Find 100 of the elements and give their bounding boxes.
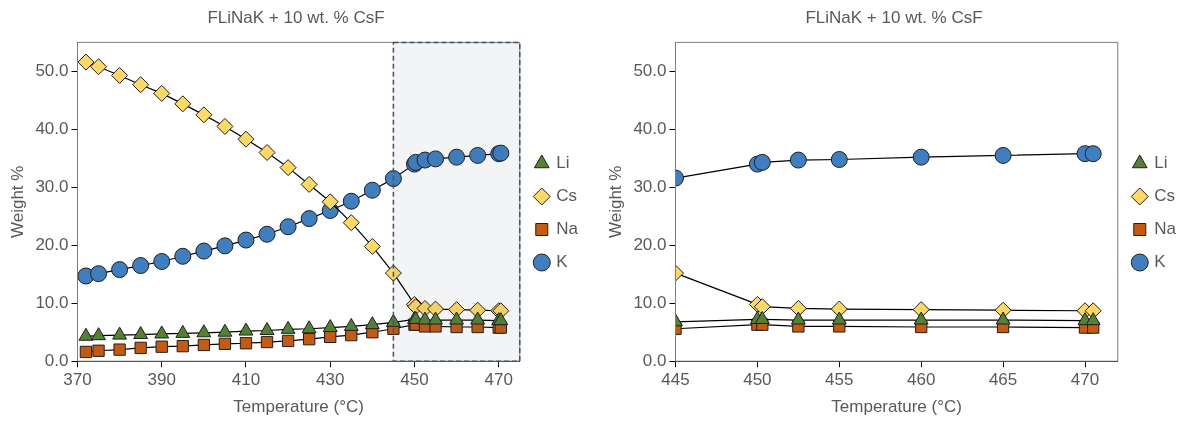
point <box>363 237 381 255</box>
y-tick-label: 20.0 <box>633 234 667 254</box>
legend-label: Cs <box>556 186 578 206</box>
point <box>111 261 129 279</box>
point <box>995 311 1011 325</box>
point <box>789 151 807 169</box>
legend-label: Li <box>556 153 570 173</box>
chart-title: FLiNaK + 10 wt. % CsF <box>207 7 385 27</box>
point <box>427 150 445 168</box>
y-axis-title: Weight % <box>605 165 625 239</box>
point <box>384 264 402 282</box>
point <box>153 84 171 102</box>
legend-label: Li <box>1154 153 1168 173</box>
point <box>1085 312 1101 326</box>
y-tick-label: 20.0 <box>35 234 69 254</box>
point <box>753 153 771 171</box>
point <box>789 299 807 317</box>
point <box>385 313 401 327</box>
point <box>279 218 297 236</box>
point <box>300 175 318 193</box>
point <box>195 106 213 124</box>
point <box>281 334 295 348</box>
legend-label: Na <box>556 219 579 239</box>
point <box>132 76 150 94</box>
point <box>237 231 255 249</box>
point <box>111 66 129 84</box>
x-tick-label: 370 <box>63 370 92 390</box>
point <box>428 311 443 325</box>
point <box>77 53 95 71</box>
x-tick-label: 465 <box>988 370 1018 390</box>
point <box>831 311 847 325</box>
point <box>174 247 192 265</box>
point <box>92 344 105 357</box>
point <box>239 337 253 350</box>
point <box>280 320 296 334</box>
point <box>153 253 171 270</box>
y-tick-label: 40.0 <box>633 119 667 139</box>
point <box>343 317 359 331</box>
legend-label: K <box>1154 252 1167 272</box>
y-tick-label: 30.0 <box>633 177 667 196</box>
point <box>324 330 337 344</box>
point <box>830 150 848 168</box>
point <box>469 146 487 164</box>
chart-title: FLiNaK + 10 wt. % CsF <box>805 7 983 27</box>
point <box>470 311 486 325</box>
point <box>134 341 147 355</box>
point <box>195 242 213 260</box>
x-tick-label: 450 <box>743 370 772 390</box>
point <box>90 265 108 283</box>
point <box>217 323 233 337</box>
point <box>300 210 318 228</box>
point <box>303 333 316 346</box>
point <box>174 95 192 113</box>
point <box>132 257 150 275</box>
point <box>258 144 276 162</box>
x-tick-label: 470 <box>1070 370 1100 390</box>
point <box>753 298 771 316</box>
legend-label: Cs <box>1154 186 1176 206</box>
legend-label: Na <box>1154 219 1177 239</box>
point <box>321 193 339 211</box>
point <box>279 159 297 177</box>
y-tick-label: 0.0 <box>44 350 69 370</box>
point <box>216 237 234 255</box>
point <box>994 146 1012 164</box>
point <box>91 327 106 341</box>
point <box>448 148 466 166</box>
y-tick-label: 50.0 <box>35 61 69 81</box>
x-tick-label: 450 <box>400 370 429 390</box>
point <box>238 322 254 336</box>
x-tick-label: 455 <box>825 370 854 390</box>
point <box>176 339 189 353</box>
point <box>417 311 433 325</box>
point <box>363 181 381 199</box>
point <box>754 310 770 324</box>
point <box>79 345 93 359</box>
point <box>384 170 402 188</box>
point <box>322 319 338 333</box>
point <box>301 320 317 334</box>
point <box>197 338 211 352</box>
x-axis-title: Temperature (°C) <box>233 397 364 417</box>
point <box>912 148 930 166</box>
point <box>260 335 274 349</box>
point <box>258 225 276 243</box>
point <box>78 327 94 341</box>
point <box>196 324 212 338</box>
x-tick-label: 460 <box>907 370 936 390</box>
point <box>154 325 170 339</box>
y-axis-title: Weight % <box>7 165 27 239</box>
y-tick-label: 10.0 <box>35 292 69 312</box>
legend-label: K <box>556 252 569 272</box>
point <box>90 58 108 76</box>
x-tick-label: 430 <box>316 370 345 390</box>
point <box>259 321 275 335</box>
point <box>112 326 128 340</box>
point <box>216 117 234 135</box>
point <box>342 214 360 232</box>
y-tick-label: 10.0 <box>633 292 667 312</box>
point <box>133 326 149 340</box>
point <box>913 311 929 325</box>
x-tick-label: 390 <box>147 370 176 390</box>
